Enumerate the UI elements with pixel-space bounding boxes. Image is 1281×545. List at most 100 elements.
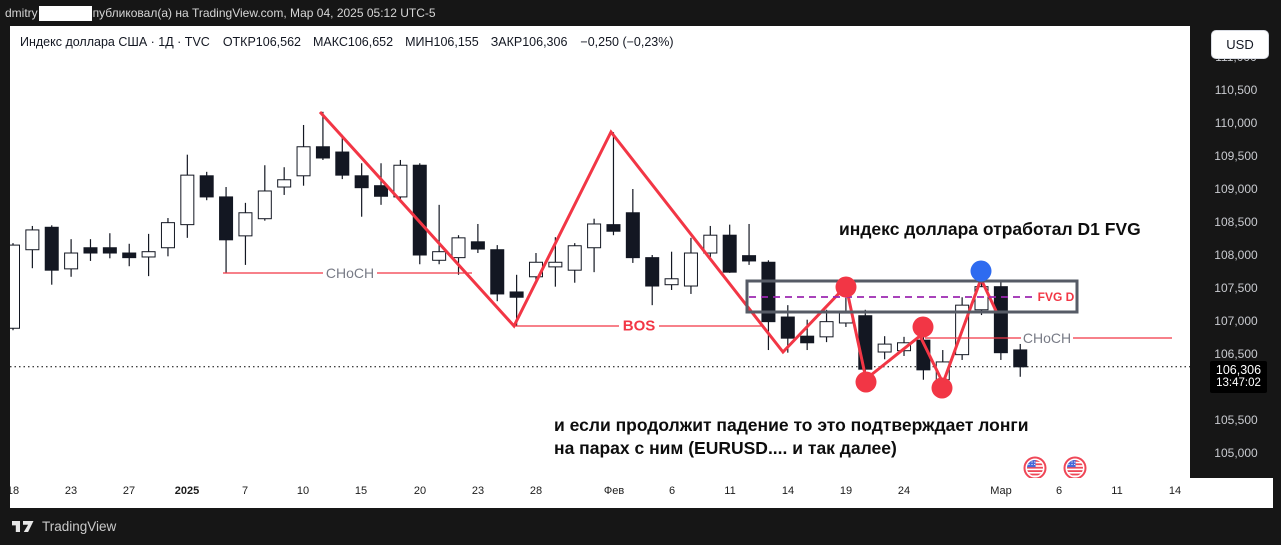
price-label: 107,500 [1214,281,1258,295]
date-label: 11 [724,485,736,497]
candle-body [470,241,485,250]
tradingview-brand-text[interactable]: TradingView [42,519,117,534]
candle-body [625,212,640,259]
candle-body [761,261,776,323]
date-label: 6 [1055,485,1063,497]
date-label: 23 [471,485,485,497]
candle-body [374,185,389,197]
candle-body [64,252,79,270]
price-label: 108,000 [1214,248,1258,262]
candle-body [238,212,253,237]
candle-body [296,146,311,177]
date-label: 15 [354,485,368,497]
ohlc-МАКС: МАКС106,652 [312,35,394,49]
candle-body [141,251,156,258]
candle-body [277,179,292,188]
ohlc-МИН: МИН106,155 [405,35,479,49]
blue-circle-marker [970,260,992,282]
candle-body [490,249,505,295]
candle-body [993,286,1008,354]
candle-body [780,316,795,339]
footer-bar: TradingView [0,508,1281,545]
bar-countdown: 13:47:02 [1216,377,1261,389]
candle-body [412,164,427,256]
candle-body [838,312,853,324]
last-price-label: 106,306 13:47:02 [1210,361,1267,393]
candle-body [509,291,524,298]
candle-body [800,335,815,344]
candle-body [315,146,330,159]
candle-body [160,222,175,249]
symbol-header: Индекс доллара США · 1Д · TVC ОТКР106,56… [20,35,674,49]
candle-body [25,229,40,251]
price-label: 110,500 [1214,83,1258,97]
price-label: 109,500 [1214,149,1258,163]
candle-body [548,261,563,268]
date-label: 28 [529,485,543,497]
candle-body [199,175,214,198]
red-circle-marker [912,316,934,338]
date-label: Фев [603,485,625,497]
candle-body [587,223,602,249]
price-label: 105,000 [1214,446,1258,460]
date-label: 24 [897,485,911,497]
price-label: 108,500 [1214,215,1258,229]
date-label: 18 [10,485,20,497]
date-label: Мар [990,485,1012,497]
candle-body [722,234,737,273]
chart-panel[interactable]: Индекс доллара США · 1Д · TVC ОТКР106,56… [10,26,1190,478]
date-label: 14 [781,485,795,497]
red-circle-marker [855,371,877,393]
plot-area [10,110,1190,478]
date-label: 7 [241,485,249,497]
candle-body [180,174,195,226]
change-value: −0,250 (−0,23%) [580,35,674,49]
candle-body [432,251,447,261]
date-label: 10 [296,485,310,497]
ohlc-ОТКР: ОТКР106,562 [222,35,301,49]
fvg-box [745,279,1079,314]
candle-body [703,234,718,254]
candle-body [819,321,834,338]
candle-body [683,252,698,287]
candle-body [335,151,350,176]
price-scale[interactable]: 105,000105,500106,000106,500107,000107,5… [1190,26,1281,478]
price-label: 109,000 [1214,182,1258,196]
candle-body [122,252,137,259]
attribution-text: публиковал(а) на TradingView.com, Мар 04… [92,6,436,20]
price-label: 107,000 [1214,314,1258,328]
candle-body [219,196,234,241]
date-label: 19 [839,485,853,497]
red-circle-marker [835,276,857,298]
date-label: 20 [413,485,427,497]
red-circle-marker [931,377,953,399]
zigzag-line [318,110,999,387]
us-flag-icon [1063,456,1087,478]
currency-button[interactable]: USD [1211,30,1269,59]
ohlc-ЗАКР: ЗАКР106,306 [490,35,568,49]
date-label: 23 [64,485,78,497]
candle-body [83,247,98,254]
ohlc-values: ОТКР106,562 МАКС106,652 МИН106,155 ЗАКР106,… [223,35,568,49]
tradingview-logo-icon[interactable] [11,519,35,534]
symbol-title: Индекс доллара США · 1Д · TVC [20,35,210,49]
time-axis[interactable]: 18 23 27 2025 7 10 15 20 23 28 Фев 6 11 14 19 24 Мар 6 11 1… [10,478,1273,508]
candle-body [897,342,912,352]
date-label: 2025 [174,485,200,497]
attribution-bar: dmitry публиковал(а) на TradingView.com,… [0,0,1281,26]
candle-body [664,278,679,286]
candle-body [393,164,408,198]
candle-body [1013,349,1028,368]
us-flag-icon [1023,456,1047,478]
price-label: 105,500 [1214,413,1258,427]
attribution-username: dmitry [5,6,38,20]
date-label: 14 [1168,485,1182,497]
candle-body [742,255,757,262]
candle-body [567,245,582,271]
candle-body [451,237,466,259]
candle-body [645,257,660,287]
price-label: 110,000 [1214,116,1258,130]
date-label: 27 [122,485,136,497]
